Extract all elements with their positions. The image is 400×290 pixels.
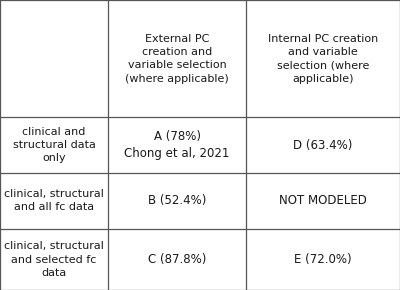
Text: NOT MODELED: NOT MODELED xyxy=(279,194,367,207)
Text: clinical and
structural data
only: clinical and structural data only xyxy=(12,127,96,163)
Text: D (63.4%): D (63.4%) xyxy=(293,139,353,151)
Text: Internal PC creation
and variable
selection (where
applicable): Internal PC creation and variable select… xyxy=(268,34,378,84)
Text: B (52.4%): B (52.4%) xyxy=(148,194,206,207)
Text: E (72.0%): E (72.0%) xyxy=(294,253,352,266)
Text: C (87.8%): C (87.8%) xyxy=(148,253,206,266)
Text: External PC
creation and
variable selection
(where applicable): External PC creation and variable select… xyxy=(125,34,229,84)
Text: clinical, structural
and selected fc
data: clinical, structural and selected fc dat… xyxy=(4,241,104,278)
Text: clinical, structural
and all fc data: clinical, structural and all fc data xyxy=(4,189,104,212)
Text: A (78%)
Chong et al, 2021: A (78%) Chong et al, 2021 xyxy=(124,130,230,160)
